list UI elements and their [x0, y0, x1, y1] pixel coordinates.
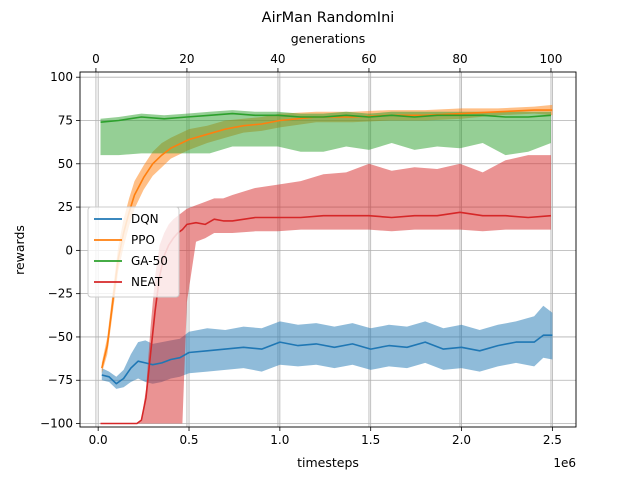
top-x-tick-label: 20 [179, 52, 194, 66]
neat-band [100, 155, 551, 424]
y-tick-label: 50 [58, 157, 73, 171]
y-tick-label: 0 [65, 243, 73, 257]
axis-ticks: 0.0 0.5 1.0 1.5 2.0 2.5 0 20 40 60 80 100 −100 −75 −50… [40, 52, 562, 447]
x-tick-label: 0.0 [89, 433, 108, 447]
x-tick-label: 2.5 [543, 433, 562, 447]
top-x-tick-label: 100 [540, 52, 563, 66]
y-tick-label: −100 [40, 417, 73, 431]
x-axis-offset-label: 1e6 [553, 456, 576, 470]
confidence-bands [100, 104, 553, 424]
legend-label-neat: NEAT [131, 275, 163, 289]
legend-box [87, 206, 180, 298]
ga-50-line [100, 112, 552, 123]
top-x-tick-label: 60 [361, 52, 376, 66]
top-x-axis-label: generations [291, 31, 366, 46]
legend-label-dqn: DQN [131, 212, 159, 226]
x-tick-label: 2.0 [452, 433, 471, 447]
chart-title: AirMan RandomIni [262, 10, 395, 26]
x-axis-label: timesteps [297, 455, 359, 470]
dqn-line [101, 334, 553, 385]
top-x-tick-label: 80 [452, 52, 467, 66]
neat-line [100, 211, 552, 425]
legend-label-ga-50: GA-50 [131, 254, 168, 268]
y-tick-label: 75 [58, 113, 73, 127]
y-tick-label: −50 [48, 330, 73, 344]
plot-frame [79, 71, 577, 428]
legend-label-ppo: PPO [131, 233, 155, 247]
top-x-tick-label: 40 [270, 52, 285, 66]
y-tick-label: −75 [48, 373, 73, 387]
ga-50-band [100, 110, 551, 156]
y-axis-label: rewards [12, 225, 27, 275]
y-tick-label: 25 [58, 200, 73, 214]
legend: DQN PPO GA-50 NEAT [87, 206, 180, 298]
x-tick-label: 1.5 [361, 433, 380, 447]
y-tick-label: 100 [50, 70, 73, 84]
top-x-tick-label: 0 [92, 52, 100, 66]
x-tick-label: 1.0 [270, 433, 289, 447]
x-tick-label: 0.5 [179, 433, 198, 447]
y-tick-label: −25 [48, 287, 73, 301]
dqn-band [101, 305, 553, 389]
